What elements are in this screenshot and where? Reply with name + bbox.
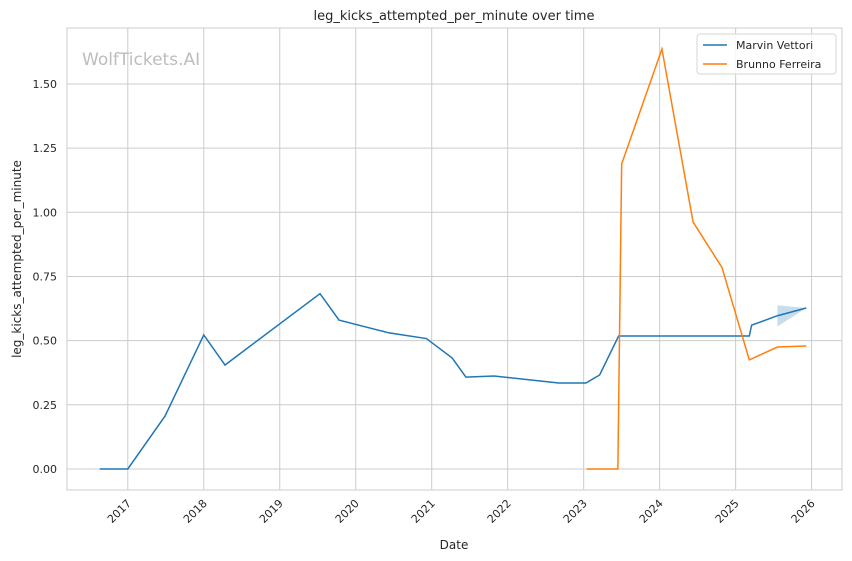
series-line-marvin-vettori — [99, 292, 807, 470]
x-tick-label: 2020 — [333, 497, 362, 526]
x-tick-label: 2021 — [409, 497, 438, 526]
x-tick-label: 2025 — [713, 497, 742, 526]
y-tick-label: 0.50 — [33, 335, 58, 348]
legend: Marvin Vettori Brunno Ferreira — [696, 33, 837, 75]
y-tick-label: 1.00 — [33, 206, 58, 219]
legend-label: Marvin Vettori — [736, 39, 813, 52]
y-tick-label: 0.75 — [33, 270, 58, 283]
x-tick-label: 2026 — [789, 497, 818, 526]
y-tick-label: 1.25 — [33, 142, 58, 155]
y-tick-label: 1.50 — [33, 78, 58, 91]
x-tick-label: 2017 — [105, 497, 134, 526]
legend-box — [696, 33, 837, 75]
x-tick-label: 2019 — [257, 497, 286, 526]
x-tick-label: 2018 — [181, 497, 210, 526]
y-tick-label: 0.25 — [33, 399, 58, 412]
x-axis-label: Date — [440, 538, 469, 552]
x-tick-label: 2023 — [561, 497, 590, 526]
y-tick-label: 0.00 — [33, 463, 58, 476]
x-tick-label: 2024 — [637, 497, 666, 526]
confidence-band — [777, 305, 807, 327]
y-axis-label: leg_kicks_attempted_per_minute — [10, 160, 24, 358]
legend-label: Brunno Ferreira — [736, 58, 821, 71]
chart-title: leg_kicks_attempted_per_minute over time — [314, 9, 595, 24]
plot-frame — [66, 27, 843, 491]
watermark: WolfTickets.AI — [82, 50, 200, 70]
series-line-brunno-ferreira — [586, 46, 807, 470]
x-tick-label: 2022 — [485, 497, 514, 526]
